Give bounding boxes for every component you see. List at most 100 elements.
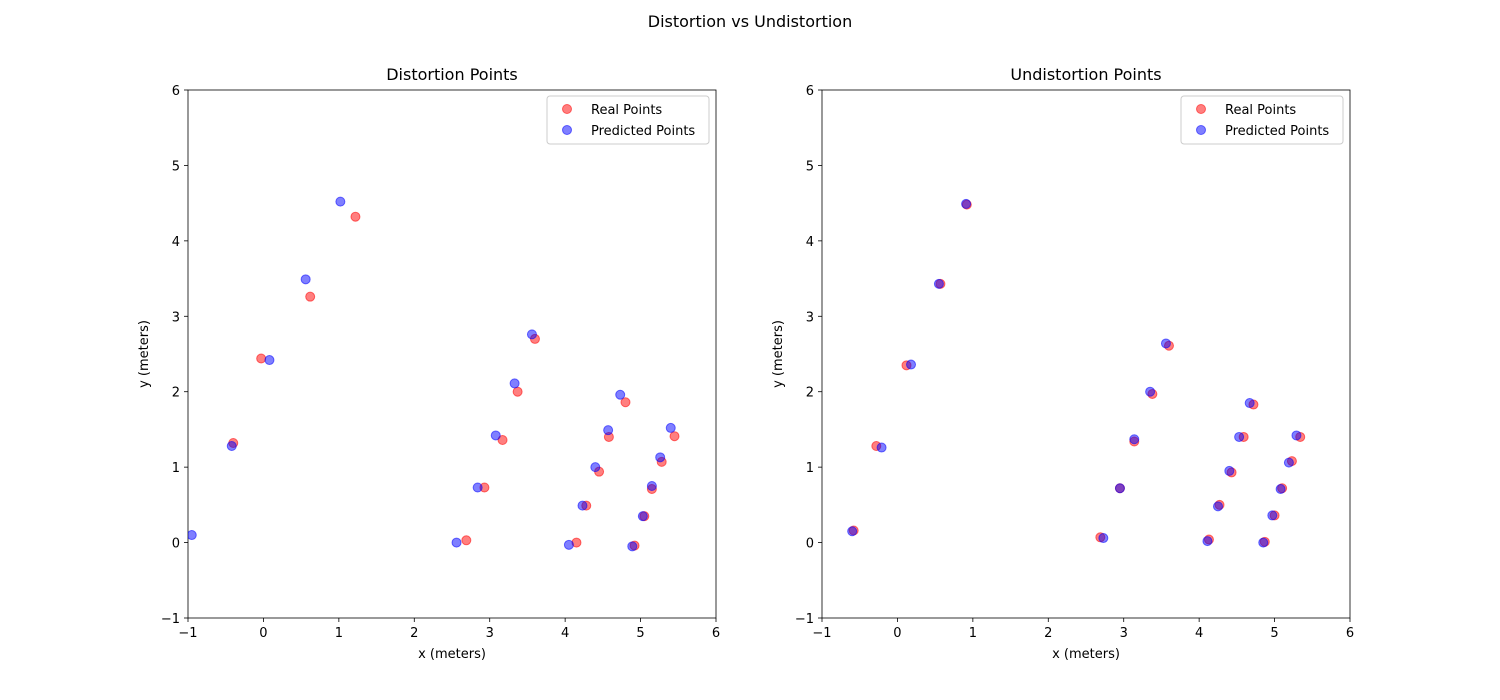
point-real-points (497, 434, 508, 445)
x-tick-label: 4 (1195, 626, 1203, 641)
legend-label: Real Points (1225, 103, 1296, 118)
legend-box (1180, 95, 1344, 145)
point-real-points (256, 353, 267, 364)
series-2 (847, 198, 1302, 548)
legend-marker (1196, 104, 1206, 114)
point-predicted-points (1098, 533, 1109, 544)
legend: Real Points Predicted Points (1180, 95, 1344, 145)
point-predicted-points (490, 430, 501, 441)
point-predicted-points (1129, 434, 1140, 445)
point-predicted-points (451, 537, 462, 548)
legend-label: Predicted Points (591, 124, 695, 139)
point-real-points (620, 397, 631, 408)
point-predicted-points (264, 355, 275, 366)
point-predicted-points (655, 452, 666, 463)
y-tick-label: −1 (161, 612, 180, 627)
chart-panel-2: Undistortion Points −1 0 1 2 3 4 5 6 −1 0 1 2 3 4 5 6 x (… (771, 65, 1354, 662)
point-predicted-points (1145, 386, 1156, 397)
x-tick-label: −1 (812, 626, 831, 641)
point-real-points (669, 431, 680, 442)
legend-label: Real Points (591, 103, 662, 118)
axes-frame (821, 89, 1351, 619)
point-predicted-points (563, 539, 574, 550)
y-tick-label: 4 (806, 235, 814, 250)
point-predicted-points (665, 422, 676, 433)
point-predicted-points (526, 329, 537, 340)
y-axis-label: y (meters) (137, 320, 152, 388)
point-predicted-points (1114, 483, 1125, 494)
y-tick-label: 1 (172, 461, 180, 476)
point-predicted-points (1258, 537, 1269, 548)
y-tick-label: 2 (172, 386, 180, 401)
point-predicted-points (226, 441, 237, 452)
y-tick-label: −1 (795, 612, 814, 627)
chart-layer: Distortion Points −1 0 1 2 3 4 5 6 −1 0 1 2 3 4 5 6 x (me… (137, 65, 1354, 662)
x-tick-label: 5 (1270, 626, 1278, 641)
legend: Real Points Predicted Points (546, 95, 710, 145)
point-predicted-points (188, 530, 197, 541)
point-predicted-points (1202, 536, 1213, 547)
point-predicted-points (847, 526, 858, 537)
legend-label: Predicted Points (1225, 124, 1329, 139)
x-tick-label: −1 (178, 626, 197, 641)
x-tick-label: 3 (486, 626, 494, 641)
point-predicted-points (1275, 484, 1286, 495)
point-real-points (512, 386, 523, 397)
point-predicted-points (646, 481, 657, 491)
point-predicted-points (933, 278, 944, 289)
point-predicted-points (615, 389, 626, 400)
x-tick-label: 2 (1044, 626, 1052, 641)
x-tick-label: 3 (1120, 626, 1128, 641)
points-layer (847, 198, 1306, 548)
point-predicted-points (637, 511, 648, 522)
x-axis-label: x (meters) (418, 647, 486, 662)
point-predicted-points (603, 425, 614, 436)
y-axis-label: y (meters) (771, 320, 786, 388)
chart-panel-1: Distortion Points −1 0 1 2 3 4 5 6 −1 0 1 2 3 4 5 6 x (me… (137, 65, 720, 662)
points-layer (188, 196, 680, 552)
point-predicted-points (961, 198, 972, 209)
y-tick-label: 3 (172, 310, 180, 325)
figure-suptitle: Distortion vs Undistortion (648, 12, 852, 31)
x-tick-label: 2 (410, 626, 418, 641)
point-real-points (305, 291, 316, 302)
point-real-points (461, 535, 472, 546)
point-predicted-points (509, 378, 520, 389)
y-tick-label: 4 (172, 235, 180, 250)
y-tick-label: 5 (172, 159, 180, 174)
legend-marker (562, 104, 572, 114)
series-2 (188, 196, 676, 552)
x-tick-label: 0 (259, 626, 267, 641)
chart-title: Undistortion Points (1010, 65, 1161, 84)
x-tick-label: 1 (335, 626, 343, 641)
point-predicted-points (627, 541, 638, 552)
point-predicted-points (577, 500, 588, 511)
x-tick-label: 1 (969, 626, 977, 641)
point-predicted-points (1224, 465, 1235, 476)
point-real-points (350, 211, 361, 222)
legend-marker (562, 125, 572, 135)
y-tick-label: 0 (172, 537, 180, 552)
point-predicted-points (1267, 510, 1278, 521)
legend-marker (1196, 125, 1206, 135)
axes-frame (187, 89, 717, 619)
point-predicted-points (1291, 430, 1302, 441)
legend-box (546, 95, 710, 145)
point-predicted-points (876, 442, 887, 453)
y-tick-label: 5 (806, 159, 814, 174)
x-tick-label: 6 (712, 626, 720, 641)
x-tick-label: 5 (636, 626, 644, 641)
x-tick-label: 6 (1346, 626, 1354, 641)
x-tick-label: 0 (893, 626, 901, 641)
y-tick-label: 2 (806, 386, 814, 401)
point-predicted-points (1283, 457, 1294, 468)
x-tick-label: 4 (561, 626, 569, 641)
point-predicted-points (300, 274, 311, 285)
y-tick-label: 0 (806, 537, 814, 552)
y-tick-label: 1 (806, 461, 814, 476)
chart-title: Distortion Points (386, 65, 518, 84)
y-tick-label: 6 (806, 84, 814, 99)
point-predicted-points (1244, 398, 1255, 409)
point-predicted-points (1234, 431, 1245, 442)
